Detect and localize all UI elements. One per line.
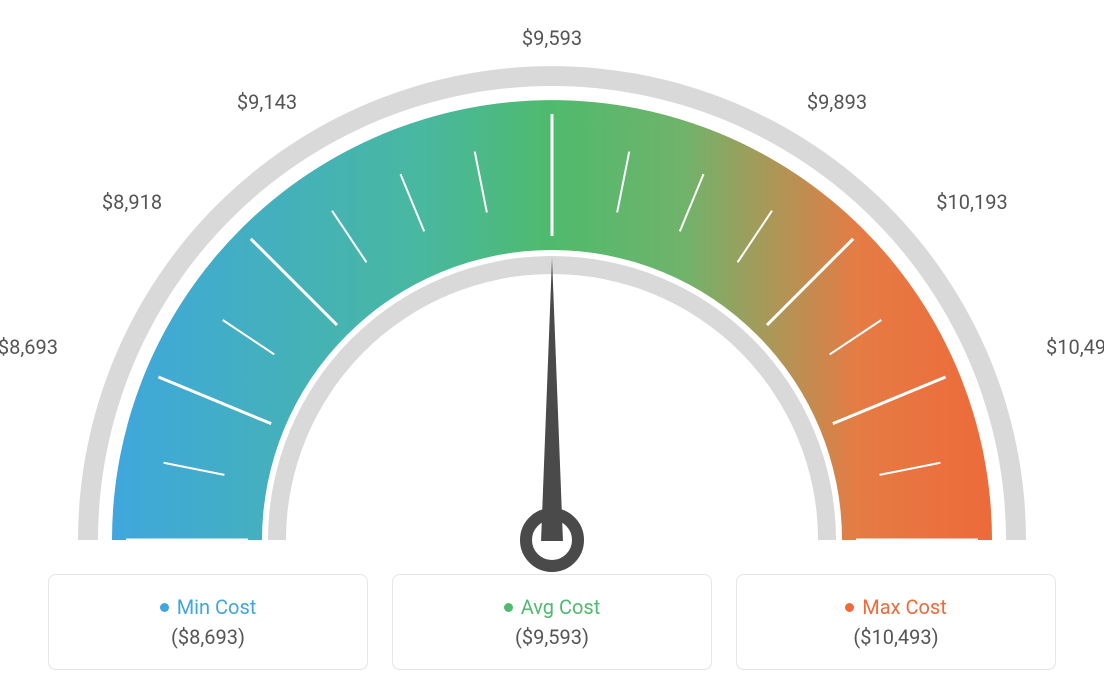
legend-avg-label: Avg Cost	[521, 595, 601, 619]
gauge-tick-label: $10,193	[936, 190, 1007, 214]
legend-min-dot	[160, 603, 169, 612]
legend-avg-title: Avg Cost	[504, 595, 601, 619]
legend-min-label: Min Cost	[177, 595, 257, 619]
legend-max-label: Max Cost	[862, 595, 947, 619]
gauge-tick-label: $9,143	[237, 90, 297, 114]
gauge-tick-label: $9,593	[522, 26, 582, 50]
legend-max-value: ($10,493)	[853, 625, 938, 649]
legend-max-dot	[845, 603, 854, 612]
legend-row: Min Cost ($8,693) Avg Cost ($9,593) Max …	[48, 574, 1056, 670]
legend-max-box: Max Cost ($10,493)	[736, 574, 1056, 670]
gauge-tick-label: $9,893	[807, 90, 867, 114]
legend-min-value: ($8,693)	[171, 625, 245, 649]
legend-avg-dot	[504, 603, 513, 612]
legend-avg-value: ($9,593)	[515, 625, 589, 649]
legend-min-box: Min Cost ($8,693)	[48, 574, 368, 670]
legend-min-title: Min Cost	[160, 595, 257, 619]
gauge-chart: $8,693$8,918$9,143$9,593$9,893$10,193$10…	[42, 20, 1062, 560]
gauge-tick-label: $8,693	[0, 335, 58, 359]
legend-avg-box: Avg Cost ($9,593)	[392, 574, 712, 670]
legend-max-title: Max Cost	[845, 595, 947, 619]
gauge-svg	[42, 20, 1062, 580]
gauge-tick-label: $8,918	[102, 190, 162, 214]
gauge-tick-label: $10,493	[1046, 335, 1104, 359]
